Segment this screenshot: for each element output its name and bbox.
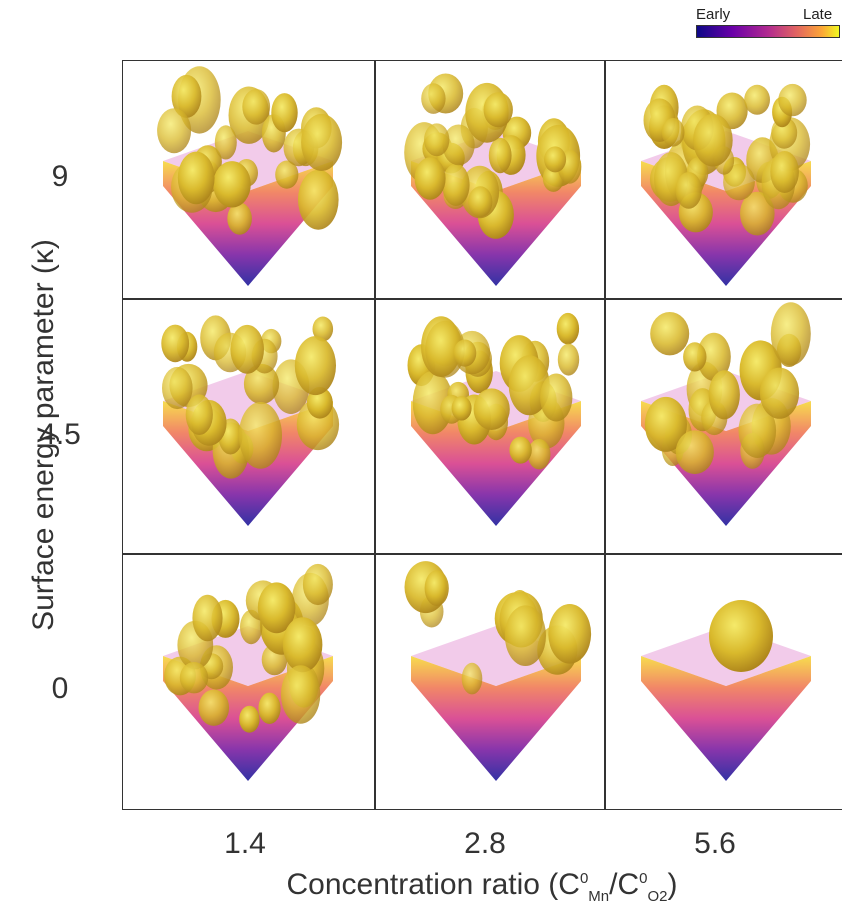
grain	[709, 600, 773, 672]
x-axis-label: Concentration ratio (C0Mn/C0O2)	[286, 868, 678, 905]
grain	[185, 394, 213, 435]
x-tick-2-8: 2.8	[464, 827, 506, 860]
grain	[740, 191, 775, 236]
grain	[414, 157, 446, 200]
grain	[509, 436, 532, 464]
panel-grid	[122, 60, 842, 810]
grain	[171, 74, 202, 118]
grain	[540, 373, 573, 422]
grain	[453, 339, 477, 367]
grain	[192, 594, 223, 642]
y-tick-0: 0	[51, 672, 69, 705]
substrate-block	[641, 656, 811, 781]
grain	[738, 403, 777, 458]
growth-panel	[133, 61, 363, 309]
grain	[468, 186, 493, 218]
grain	[238, 402, 282, 469]
grain	[198, 689, 230, 726]
grain	[280, 665, 321, 724]
grain	[227, 202, 252, 235]
grain	[425, 320, 465, 378]
grain	[675, 172, 702, 209]
grain	[697, 332, 731, 381]
grain	[424, 123, 450, 157]
grain	[271, 93, 298, 133]
growth-panel	[611, 301, 841, 549]
grain	[778, 83, 807, 117]
grain	[179, 662, 209, 694]
growth-panel	[381, 61, 611, 309]
grid-divider	[604, 61, 606, 809]
grain	[213, 161, 251, 208]
grain	[442, 163, 470, 206]
grain	[644, 396, 687, 452]
grain	[770, 302, 811, 366]
grain	[693, 113, 733, 167]
grain	[230, 324, 264, 374]
grain	[683, 342, 707, 372]
growth-panel	[133, 301, 363, 549]
grain	[675, 430, 714, 475]
grain	[257, 582, 296, 634]
grain	[451, 396, 472, 421]
grain	[770, 151, 799, 193]
grain	[157, 108, 192, 154]
growth-panel	[133, 556, 363, 804]
grain	[744, 84, 770, 115]
x-tick-1-4: 1.4	[224, 827, 266, 860]
growth-panel	[611, 556, 841, 804]
grain	[442, 124, 475, 166]
grain	[258, 692, 281, 724]
x-tick-5-6: 5.6	[694, 827, 736, 860]
grain	[556, 312, 580, 345]
time-colorbar	[696, 25, 840, 38]
grid-divider	[374, 61, 376, 809]
grain	[527, 439, 551, 470]
colorbar-early-label: Early	[696, 6, 731, 23]
growth-panel	[381, 301, 611, 549]
grain	[312, 316, 334, 342]
grain	[488, 137, 512, 174]
grain	[294, 336, 336, 396]
grain	[508, 355, 550, 416]
grain	[759, 367, 800, 419]
grain	[239, 705, 260, 733]
grain	[504, 605, 546, 666]
grain	[661, 118, 685, 147]
grain	[214, 125, 237, 160]
grid-divider	[123, 298, 842, 300]
grain	[421, 83, 446, 114]
grain	[548, 604, 592, 664]
growth-panel	[611, 61, 841, 309]
grain	[723, 163, 755, 201]
grain	[473, 388, 510, 430]
grain	[301, 113, 343, 171]
substrate-block	[411, 656, 581, 781]
grain	[161, 324, 190, 363]
grain	[282, 617, 323, 673]
grain	[544, 146, 567, 173]
growth-panel	[381, 556, 611, 804]
grain	[557, 343, 580, 376]
colorbar-late-label: Late	[803, 6, 833, 23]
y-tick-9: 9	[51, 160, 69, 193]
grain	[298, 169, 339, 230]
grain	[483, 92, 513, 128]
grain	[177, 151, 215, 205]
grain	[242, 89, 271, 125]
grain	[302, 563, 333, 606]
grain	[162, 366, 193, 410]
grid-divider	[123, 553, 842, 555]
grain	[275, 160, 299, 189]
grain	[650, 312, 690, 356]
grain	[461, 662, 483, 695]
grain	[424, 570, 449, 606]
y-tick-4-5: 4.5	[39, 418, 81, 451]
grain	[243, 363, 280, 405]
grain	[708, 370, 740, 420]
